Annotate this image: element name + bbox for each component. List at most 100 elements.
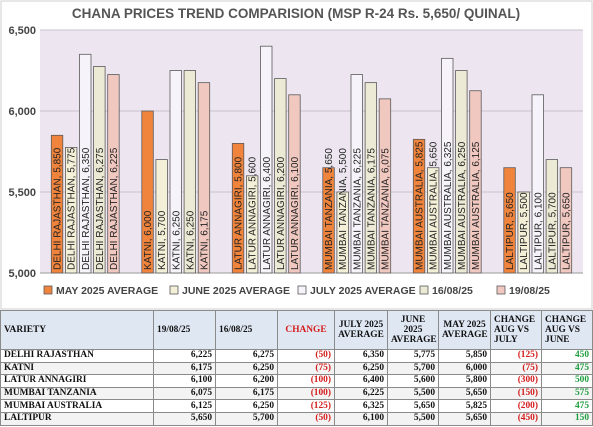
bar xyxy=(260,45,273,274)
bar-data-label: LATUR ANNAGIRI, 6,400 xyxy=(262,156,273,270)
cell-19-08-25: 6,125 xyxy=(153,399,216,413)
bar-data-label: LATUR ANNAGIRI, 5,800 xyxy=(234,156,245,270)
table-row: KATNI 6,175 6,250 (75) 6,250 5,700 6,000… xyxy=(0,361,593,376)
cell-vs-july: (75) xyxy=(490,361,542,376)
cell-19-08-25: 6,225 xyxy=(153,349,216,363)
bar xyxy=(183,70,197,274)
legend: MAY 2025 AVERAGE JUNE 2025 AVERAGE JULY 20… xyxy=(43,285,550,297)
bar xyxy=(65,147,78,274)
bar-data-label: MUMBAI TANZANIA, 6,075 xyxy=(380,148,391,270)
bar xyxy=(93,66,106,274)
cell-16-08-25: 6,275 xyxy=(215,349,278,363)
legend-swatch xyxy=(496,285,506,295)
cell-june: 5,500 xyxy=(387,411,439,426)
cell-16-08-25: 5,700 xyxy=(215,411,278,426)
bar-data-label: MUMBAI TANZANIA, 5,500 xyxy=(338,148,349,270)
cell-july: 6,400 xyxy=(334,374,388,388)
bar xyxy=(274,78,287,274)
header-may-average: MAY 2025 AVERAGE xyxy=(438,310,491,350)
cell-19-08-25: 5,650 xyxy=(153,411,216,426)
legend-swatch xyxy=(419,285,429,295)
bar-data-label: KATNI, 5,700 xyxy=(157,210,168,270)
bar xyxy=(288,94,301,274)
bar xyxy=(141,110,154,274)
header-change-vs-july: CHANGE AUG VS JULY xyxy=(490,310,542,350)
cell-19-08-25: 6,175 xyxy=(153,361,216,376)
chart-title: CHANA PRICES TREND COMPARISION (MSP R-24… xyxy=(72,6,520,21)
cell-vs-july: (300) xyxy=(490,374,542,388)
bar xyxy=(469,90,482,274)
cell-vs-june: 575 xyxy=(541,386,593,401)
bar xyxy=(441,57,454,274)
cell-june: 5,500 xyxy=(387,386,439,401)
bar xyxy=(531,94,544,274)
bar-data-label: MUMBAI AUSTRALIA, 5,650 xyxy=(429,141,440,270)
legend-label: JULY 2025 AVERAGE xyxy=(310,285,416,297)
bar xyxy=(231,142,245,274)
bar xyxy=(79,53,92,274)
cell-vs-july: (125) xyxy=(490,349,542,363)
cell-vs-july: (200) xyxy=(490,399,542,413)
cell-change: (50) xyxy=(277,349,335,363)
bars xyxy=(50,45,573,274)
table-header-row: VARIETY 19/08/25 16/08/25 CHANGE JULY 20… xyxy=(0,310,593,350)
cell-july: 6,325 xyxy=(334,399,388,413)
bar xyxy=(50,134,64,274)
cell-may: 5,800 xyxy=(438,374,491,388)
bar-data-label: LATUR ANNAGIRI, 6,200 xyxy=(276,156,287,270)
price-table: VARIETY 19/08/25 16/08/25 CHANGE JULY 20… xyxy=(0,310,593,426)
bar-data-label: DELHI RAJASTHAN, 6,350 xyxy=(81,147,92,270)
bar xyxy=(197,82,211,274)
gridlines xyxy=(40,29,583,274)
bar-data-label: MUMBAI TANZANIA, 6,225 xyxy=(352,148,363,270)
cell-july: 6,250 xyxy=(334,361,388,376)
bar-data-label: DELHI RAJASTHAN, 5,775 xyxy=(67,147,78,270)
header-19-08-25: 19/08/25 xyxy=(153,310,216,350)
bar-data-label: MUMBAI AUSTRALIA, 6,125 xyxy=(471,141,482,270)
header-july-average: JULY 2025 AVERAGE xyxy=(334,310,388,350)
bar xyxy=(364,82,378,274)
bar xyxy=(503,167,516,274)
table-row: LALTIPUR 5,650 5,700 (50) 6,100 5,500 5,… xyxy=(0,411,593,426)
bar-data-label: LATUR ANNAGIRI, 6,100 xyxy=(290,156,301,270)
chart-area: CHANA PRICES TREND COMPARISION (MSP R-24… xyxy=(0,0,593,310)
header-variety: VARIETY xyxy=(0,310,154,350)
bar-data-label: LALTIPUR, 5,650 xyxy=(505,192,516,270)
table-row: DELHI RAJASTHAN 6,225 6,275 (50) 6,350 5… xyxy=(0,349,593,363)
header-change: CHANGE xyxy=(277,310,335,350)
cell-16-08-25: 6,250 xyxy=(215,361,278,376)
bar xyxy=(107,74,120,274)
bar-data-label: MUMBAI TANZANIA, 6,175 xyxy=(366,148,377,270)
legend-label: 16/08/25 xyxy=(432,285,473,297)
cell-vs-july: (150) xyxy=(490,386,542,401)
bar xyxy=(169,70,182,274)
cell-may: 5,650 xyxy=(438,411,491,426)
cell-change: (75) xyxy=(277,361,335,376)
bar xyxy=(412,138,426,274)
cell-19-08-25: 6,075 xyxy=(153,386,216,401)
bar xyxy=(322,167,335,274)
plot-background xyxy=(40,30,583,273)
cell-june: 5,650 xyxy=(387,399,439,413)
cell-vs-june: 150 xyxy=(541,411,593,426)
bar xyxy=(545,159,558,274)
cell-may: 5,850 xyxy=(438,349,491,363)
bar xyxy=(426,167,440,274)
bar xyxy=(517,191,530,274)
legend-label: MAY 2025 AVERAGE xyxy=(56,285,158,297)
cell-june: 5,775 xyxy=(387,349,439,363)
bar-data-label: LATUR ANNAGIRI, 5,600 xyxy=(248,156,259,270)
cell-16-08-25: 6,175 xyxy=(215,386,278,401)
bar-data-label: LALTIPUR, 5,700 xyxy=(547,192,558,270)
cell-july: 6,225 xyxy=(334,386,388,401)
cell-16-08-25: 6,200 xyxy=(215,374,278,388)
bar-labels: DELHI RAJASTHAN, 5,850 DELHI RAJASTHAN, 5… xyxy=(53,141,573,270)
cell-vs-june: 450 xyxy=(541,349,593,363)
cell-june: 5,700 xyxy=(387,361,439,376)
cell-19-08-25: 6,100 xyxy=(153,374,216,388)
cell-change: (100) xyxy=(277,374,335,388)
cell-variety: KATNI xyxy=(0,361,154,376)
legend-swatch xyxy=(43,285,53,295)
cell-variety: LATUR ANNAGIRI xyxy=(0,374,154,388)
